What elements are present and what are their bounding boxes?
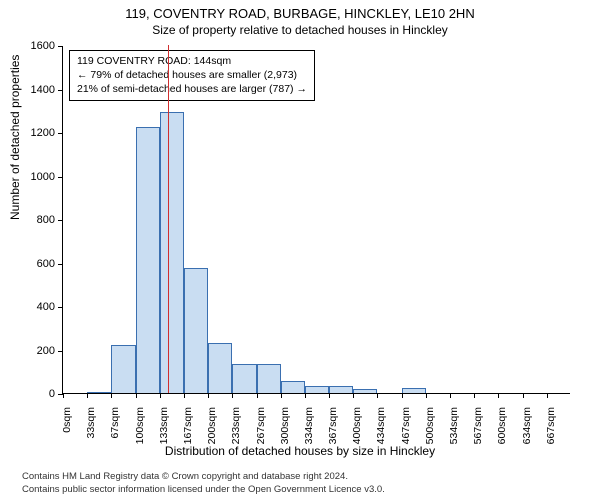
x-tick-mark (111, 393, 112, 398)
y-axis-label: Number of detached properties (8, 55, 22, 220)
x-tick-mark (450, 393, 451, 398)
histogram-bar (208, 343, 232, 393)
x-tick-mark (63, 393, 64, 398)
x-tick-label: 100sqm (134, 405, 146, 444)
x-tick-label: 300sqm (279, 405, 291, 444)
x-tick-label: 133sqm (158, 405, 170, 444)
histogram-bar (402, 388, 426, 393)
y-tick-mark (58, 46, 63, 47)
x-tick-mark (281, 393, 282, 398)
y-tick-mark (58, 351, 63, 352)
x-tick-label: 600sqm (496, 405, 508, 444)
legend-line: 21% of semi-detached houses are larger (… (77, 82, 307, 96)
x-tick-mark (136, 393, 137, 398)
histogram-bar (281, 381, 305, 393)
histogram-bar (232, 364, 256, 393)
x-tick-mark (523, 393, 524, 398)
x-tick-label: 434sqm (375, 405, 387, 444)
x-tick-label: 0sqm (61, 405, 73, 433)
plot-area: 119 COVENTRY ROAD: 144sqm← 79% of detach… (62, 46, 570, 394)
x-tick-mark (87, 393, 88, 398)
x-tick-mark (547, 393, 548, 398)
x-tick-label: 400sqm (351, 405, 363, 444)
x-tick-mark (305, 393, 306, 398)
x-tick-mark (353, 393, 354, 398)
x-tick-mark (160, 393, 161, 398)
chart-title-line2: Size of property relative to detached ho… (0, 21, 600, 37)
legend-line: 119 COVENTRY ROAD: 144sqm (77, 54, 307, 68)
x-tick-mark (257, 393, 258, 398)
x-tick-label: 67sqm (109, 405, 121, 439)
x-tick-label: 567sqm (472, 405, 484, 444)
chart-container: 119, COVENTRY ROAD, BURBAGE, HINCKLEY, L… (0, 0, 600, 500)
x-tick-label: 200sqm (206, 405, 218, 444)
y-tick-mark (58, 220, 63, 221)
x-tick-label: 634sqm (521, 405, 533, 444)
histogram-bar (353, 389, 377, 393)
legend-box: 119 COVENTRY ROAD: 144sqm← 79% of detach… (69, 50, 315, 101)
histogram-bar (136, 127, 160, 393)
y-tick-mark (58, 90, 63, 91)
x-tick-label: 267sqm (255, 405, 267, 444)
histogram-bar (87, 392, 111, 393)
credits-line1: Contains HM Land Registry data © Crown c… (22, 471, 385, 483)
x-tick-label: 534sqm (448, 405, 460, 444)
x-tick-label: 667sqm (545, 405, 557, 444)
x-tick-mark (426, 393, 427, 398)
x-tick-label: 33sqm (85, 405, 97, 439)
chart-title-line1: 119, COVENTRY ROAD, BURBAGE, HINCKLEY, L… (0, 0, 600, 21)
y-tick-mark (58, 307, 63, 308)
x-tick-mark (184, 393, 185, 398)
x-tick-label: 500sqm (424, 405, 436, 444)
histogram-bar (184, 268, 208, 393)
x-tick-label: 167sqm (182, 405, 194, 444)
histogram-bar (329, 386, 353, 393)
credits-line2: Contains public sector information licen… (22, 484, 385, 496)
x-tick-label: 467sqm (400, 405, 412, 444)
legend-line: ← 79% of detached houses are smaller (2,… (77, 68, 307, 82)
x-tick-mark (232, 393, 233, 398)
y-tick-mark (58, 264, 63, 265)
credits-text: Contains HM Land Registry data © Crown c… (22, 471, 385, 496)
x-tick-label: 367sqm (327, 405, 339, 444)
x-tick-mark (329, 393, 330, 398)
histogram-bar (111, 345, 135, 393)
x-axis-label: Distribution of detached houses by size … (0, 444, 600, 458)
x-tick-mark (208, 393, 209, 398)
x-tick-mark (402, 393, 403, 398)
histogram-bar (160, 112, 184, 393)
x-tick-mark (377, 393, 378, 398)
x-tick-label: 233sqm (230, 405, 242, 444)
reference-line (168, 45, 169, 393)
histogram-bar (305, 386, 329, 393)
x-tick-label: 334sqm (303, 405, 315, 444)
histogram-bar (257, 364, 281, 393)
y-tick-mark (58, 177, 63, 178)
y-tick-mark (58, 133, 63, 134)
x-tick-mark (498, 393, 499, 398)
x-tick-mark (474, 393, 475, 398)
